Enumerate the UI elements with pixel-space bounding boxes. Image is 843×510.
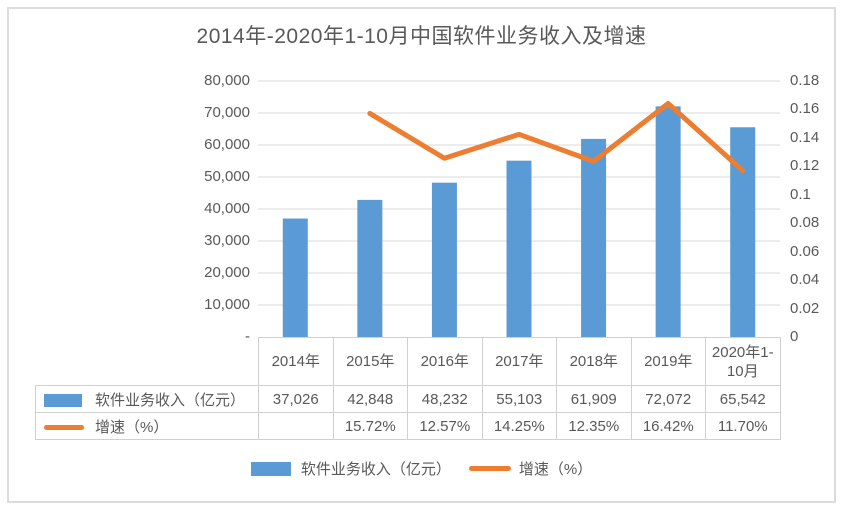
chart-title: 2014年-2020年1-10月中国软件业务收入及增速 — [196, 25, 647, 48]
table-col-header: 2014年 — [258, 337, 334, 386]
y-axis-tick-right: 0.08 — [790, 214, 820, 232]
table-row-growth: 增速（%） 15.72% 12.57% 14.25% 12.35% 16.42%… — [35, 412, 781, 440]
revenue-value: 55,103 — [481, 385, 557, 413]
y-axis-tick-right: 0.18 — [790, 72, 820, 89]
growth-series-swatch-icon — [44, 425, 84, 431]
y-axis-tick-right: 0 — [790, 328, 799, 345]
revenue-row-label: 软件业务收入（亿元） — [35, 385, 259, 413]
revenue-bar — [730, 127, 756, 337]
y-axis-tick-left: 80,000 — [204, 72, 250, 89]
growth-legend-label: 增速（%） — [518, 461, 593, 478]
y-axis-tick-left: 40,000 — [204, 200, 250, 217]
growth-series-name: 增速（%） — [95, 418, 169, 436]
revenue-series-name: 软件业务收入（亿元） — [95, 391, 246, 409]
legend-item-growth: 增速（%） — [468, 458, 593, 479]
growth-value — [258, 412, 334, 440]
growth-value: 14.25% — [481, 412, 557, 440]
revenue-value: 42,848 — [332, 385, 408, 413]
y-axis-tick-right: 0.04 — [790, 271, 820, 289]
growth-line — [367, 100, 746, 174]
growth-value: 16.42% — [630, 412, 706, 440]
table-col-header: 2019年 — [630, 337, 706, 386]
y-axis-tick-right: 0.06 — [790, 242, 820, 260]
revenue-value: 65,542 — [705, 385, 781, 413]
y-axis-tick-left: 60,000 — [204, 136, 250, 153]
y-axis-tick-right: 0.14 — [790, 128, 820, 146]
legend-item-revenue: 软件业务收入（亿元） — [250, 458, 451, 479]
revenue-bar — [282, 218, 308, 337]
y-axis-tick-left: 30,000 — [204, 232, 250, 249]
revenue-value: 37,026 — [258, 385, 334, 413]
growth-value: 15.72% — [332, 412, 408, 440]
revenue-bar — [357, 199, 383, 337]
y-axis-tick-left: 50,000 — [204, 168, 250, 185]
growth-value: 11.70% — [705, 412, 781, 440]
revenue-value: 48,232 — [407, 385, 483, 413]
y-axis-tick-right: 0.16 — [790, 100, 820, 118]
y-axis-tick-left: - — [245, 328, 250, 345]
table-header-row: 2014年 2015年 2016年 2017年 2018年 2019年 2020… — [36, 337, 781, 386]
revenue-bar — [655, 106, 681, 337]
table-col-header: 2018年 — [556, 337, 632, 386]
revenue-legend-label: 软件业务收入（亿元） — [300, 461, 451, 478]
revenue-bar — [431, 182, 457, 337]
growth-row-label: 增速（%） — [35, 412, 259, 440]
plot-area — [258, 80, 780, 337]
y-axis-tick-left: 10,000 — [204, 296, 250, 313]
table-col-header: 2015年 — [332, 337, 408, 386]
growth-legend-swatch-icon — [468, 466, 511, 471]
y-axis-tick-left: 20,000 — [204, 264, 250, 281]
chart-legend: 软件业务收入（亿元） 增速（%） — [0, 458, 843, 479]
data-table: 2014年 2015年 2016年 2017年 2018年 2019年 2020… — [35, 337, 781, 440]
revenue-series-swatch-icon — [44, 394, 82, 408]
y-axis-tick-right: 0.12 — [790, 157, 820, 175]
table-col-header: 2017年 — [481, 337, 557, 386]
table-row-revenue: 软件业务收入（亿元） 37,026 42,848 48,232 55,103 6… — [35, 385, 781, 413]
growth-value: 12.57% — [407, 412, 483, 440]
table-col-header: 2016年 — [407, 337, 483, 386]
y-axis-tick-right: 0.1 — [790, 185, 811, 203]
table-col-header: 2020年1-10月 — [705, 337, 781, 386]
growth-value: 12.35% — [556, 412, 632, 440]
y-axis-tick-right: 0.02 — [790, 299, 820, 317]
revenue-bar — [506, 160, 532, 337]
revenue-value: 61,909 — [556, 385, 632, 413]
revenue-bar — [581, 138, 607, 337]
revenue-legend-swatch-icon — [250, 461, 291, 476]
y-axis-tick-left: 70,000 — [204, 104, 250, 121]
revenue-value: 72,072 — [630, 385, 706, 413]
